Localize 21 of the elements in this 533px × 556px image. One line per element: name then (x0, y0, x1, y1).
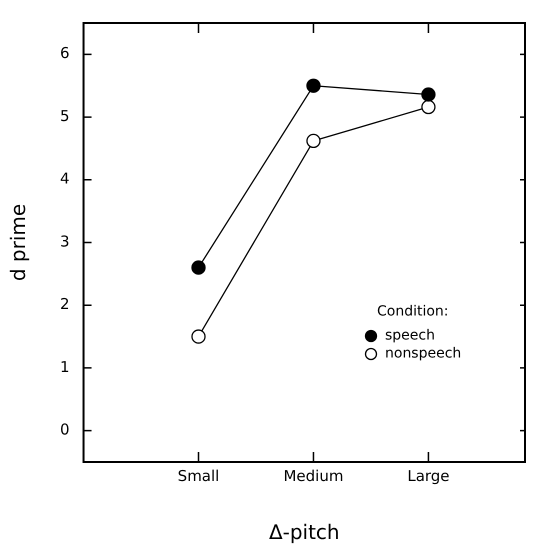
y-tick-label: 5 (60, 106, 70, 125)
legend-title: Condition: (377, 304, 449, 320)
y-tick-label: 0 (60, 420, 70, 439)
y-axis-title: d prime (6, 204, 30, 282)
x-axis-title: Δ-pitch (268, 520, 340, 544)
legend-label: nonspeech (385, 346, 462, 362)
point (191, 329, 206, 344)
point (306, 78, 321, 93)
y-tick-label: 2 (60, 295, 70, 314)
point (421, 100, 436, 114)
x-tick-label: Large (407, 466, 450, 485)
x-tick-label: Medium (283, 466, 344, 485)
point (306, 134, 321, 148)
point (421, 87, 436, 102)
x-tick-label: Small (178, 466, 220, 485)
y-tick-label: 6 (60, 44, 70, 62)
y-tick-label: 3 (60, 232, 70, 250)
y-tick-label: 1 (60, 358, 70, 376)
point (191, 260, 206, 275)
legend-label: speech (385, 328, 435, 344)
y-tick-label: 4 (60, 170, 70, 188)
